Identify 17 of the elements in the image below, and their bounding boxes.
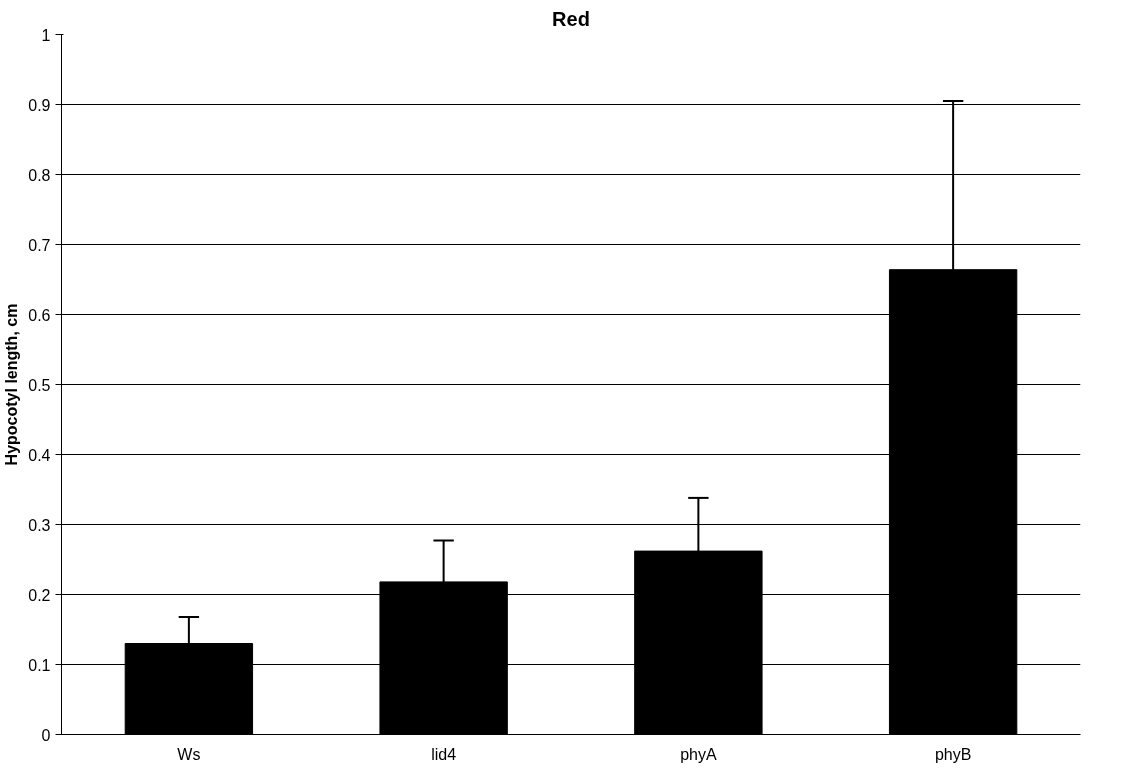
y-tick-label: 0.5 <box>28 376 51 394</box>
y-tick-label: 0.6 <box>28 306 51 324</box>
y-tick-label: 1 <box>41 26 51 44</box>
y-tick-label: 0.2 <box>28 586 51 604</box>
x-tick-label: phyB <box>934 745 972 763</box>
y-tick-label: 0.3 <box>28 516 51 534</box>
y-tick-label: 0.8 <box>28 166 51 184</box>
y-tick-label: 0.7 <box>28 236 51 254</box>
y-tick-label: 0 <box>41 726 51 744</box>
y-axis-title: Hypocotyl length, cm <box>3 303 21 466</box>
y-tick-label: 0.9 <box>28 96 51 114</box>
x-tick-label: lid4 <box>431 745 457 763</box>
y-tick-label: 0.1 <box>28 656 51 674</box>
x-tick-label: Ws <box>177 745 201 763</box>
chart-title: Red <box>552 7 590 30</box>
x-tick-label: phyA <box>680 745 717 763</box>
y-tick-label: 0.4 <box>28 446 51 464</box>
